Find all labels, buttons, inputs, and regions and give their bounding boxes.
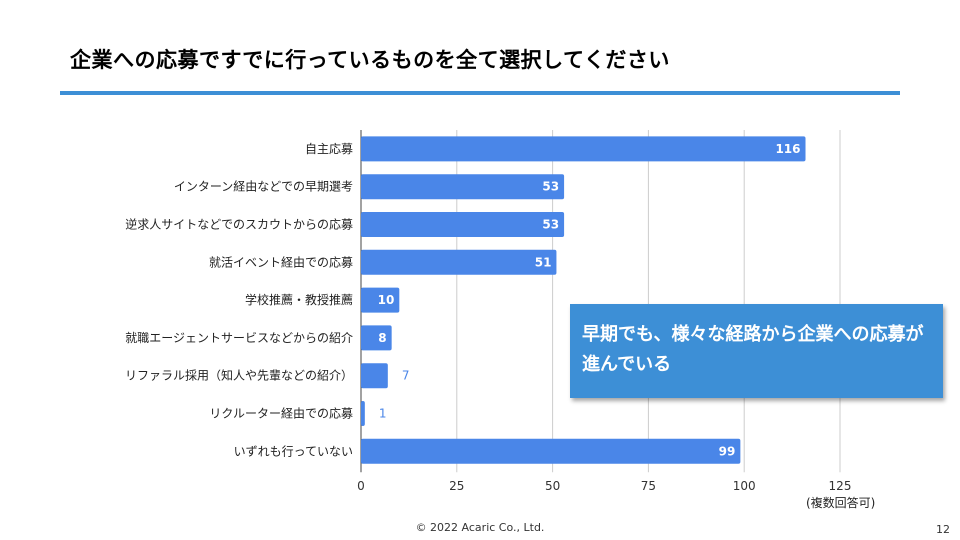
- data-label: 116: [775, 142, 800, 156]
- category-label: いずれも行っていない: [234, 444, 353, 458]
- data-label: 10: [378, 293, 395, 307]
- bar: [361, 136, 806, 162]
- bar: [361, 401, 365, 426]
- data-label: 99: [719, 444, 736, 458]
- category-label: リクルーター経由での応募: [209, 407, 353, 421]
- bar: [361, 249, 557, 275]
- category-label: 就活イベント経由での応募: [209, 255, 353, 269]
- category-label: 自主応募: [305, 142, 353, 156]
- bar: [361, 363, 388, 389]
- category-label: インターン経由などでの早期選考: [174, 180, 353, 194]
- page-number: 12: [936, 523, 950, 536]
- category-label: 就職エージェントサービスなどからの紹介: [125, 331, 353, 345]
- category-label: 学校推薦・教授推薦: [245, 292, 353, 307]
- multiple-answer-note: (複数回答可): [806, 496, 876, 510]
- x-tick-label: 100: [733, 479, 756, 493]
- copyright-footer: © 2022 Acaric Co., Ltd.: [415, 521, 545, 534]
- bar: [361, 325, 392, 351]
- callout-text: 早期でも、様々な経路から企業への応募が進んでいる: [582, 324, 924, 375]
- x-tick-label: 50: [545, 479, 560, 493]
- slide-title: 企業への応募ですでに行っているものを全て選択してください: [70, 48, 670, 72]
- category-label: 逆求人サイトなどでのスカウトからの応募: [125, 217, 353, 232]
- data-label: 51: [535, 255, 552, 269]
- data-label: 53: [542, 180, 559, 194]
- bar: [361, 287, 400, 313]
- x-tick-label: 0: [357, 479, 365, 493]
- title-underline: [60, 91, 900, 95]
- x-tick-label: 25: [449, 479, 464, 493]
- x-tick-label: 75: [641, 479, 656, 493]
- bar: [361, 174, 565, 200]
- data-label: 53: [542, 218, 559, 232]
- data-label: 7: [402, 369, 410, 383]
- bar: [361, 212, 565, 237]
- data-label: 1: [379, 407, 387, 421]
- category-label: リファラル採用（知人や先輩などの紹介）: [125, 368, 353, 383]
- data-label: 8: [378, 331, 386, 345]
- bar: [361, 438, 741, 464]
- callout-box: 早期でも、様々な経路から企業への応募が進んでいる: [570, 304, 943, 398]
- x-tick-label: 125: [829, 479, 852, 493]
